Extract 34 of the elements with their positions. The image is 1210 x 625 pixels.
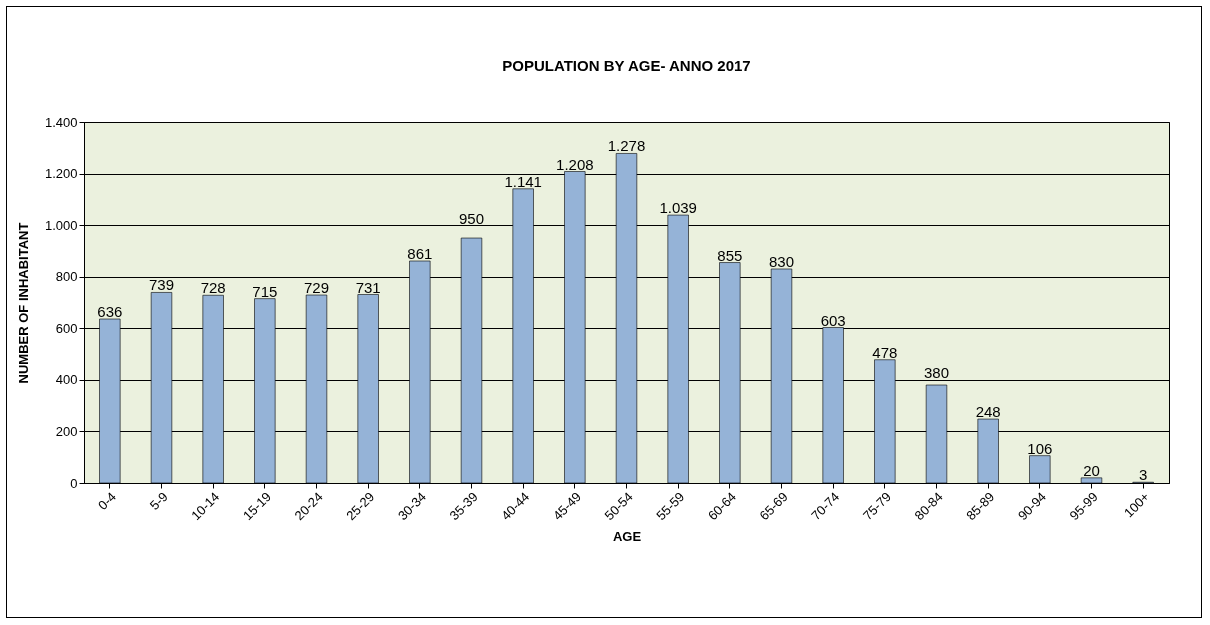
data-label: 715 [252,282,278,300]
y-tick-label: 1.200 [44,166,78,182]
data-label: 861 [407,244,433,262]
data-label: 950 [458,210,485,228]
y-axis-title: NUMBER OF INHABITANT [15,222,31,384]
data-label: 830 [768,252,795,270]
data-label: 729 [303,279,330,297]
data-label: 106 [1027,439,1053,457]
data-label: 3 [1138,466,1148,484]
x-tick-label: 0-4 [95,489,120,513]
data-label: 731 [355,278,381,296]
data-label: 603 [820,311,846,329]
data-label: 1.039 [659,199,697,217]
y-tick-label: 1.000 [44,217,78,233]
data-label: 1.208 [556,155,594,173]
x-axis-title: AGE [612,529,642,545]
y-tick-label: 200 [55,423,78,439]
data-label: 478 [872,343,898,361]
x-tick-label: 5-9 [146,489,171,513]
y-tick-label: 0 [70,475,78,491]
data-label: 1.141 [504,172,542,190]
y-tick-label: 400 [55,372,78,388]
y-tick-label: 800 [55,269,78,285]
data-label: 20 [1083,461,1100,479]
data-label: 380 [923,364,950,382]
chart-title: POPULATION BY AGE- ANNO 2017 [502,57,751,74]
data-label: 855 [717,246,743,264]
y-tick-label: 1.400 [44,114,78,130]
data-label: 728 [200,279,226,297]
data-label: 248 [975,403,1001,421]
y-tick-label: 600 [55,320,78,336]
data-label: 739 [148,276,175,294]
data-label: 636 [97,303,123,320]
data-label: 1.278 [607,137,646,155]
